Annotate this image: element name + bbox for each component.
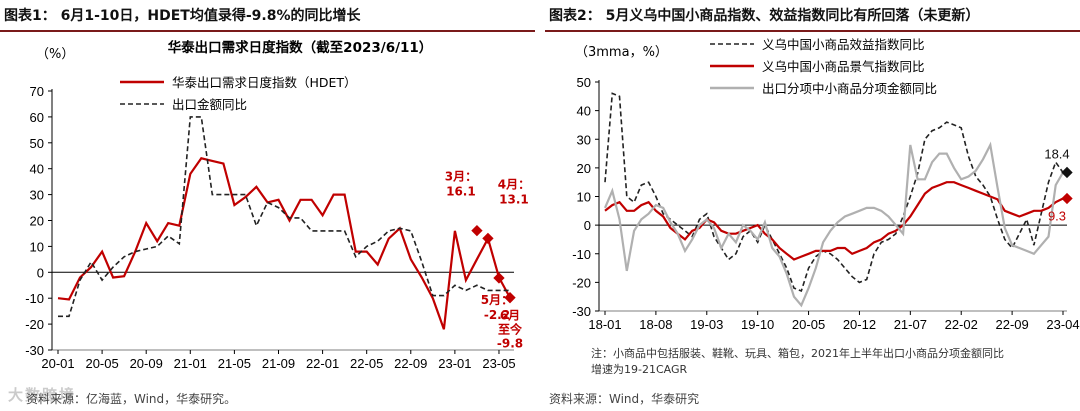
annotation-marker (482, 232, 494, 245)
legend-label-1: 出口金额同比 (172, 97, 247, 112)
y-tick-label: 30 (577, 132, 591, 147)
y-tick-label: 10 (30, 239, 44, 254)
series-line-0 (57, 157, 511, 330)
x-tick-label: 20-05 (792, 317, 825, 332)
y-tick-label: 0 (584, 218, 591, 233)
x-tick-label: 20-01 (41, 356, 74, 371)
right-source: 资料来源：Wind，华泰研究 (549, 392, 700, 406)
left-panel: 图表1： 6月1-10日，HDET均值录得-9.8%的同比增长 -30 -20 -1… (0, 0, 535, 411)
annotation-label: 5月： (481, 293, 513, 307)
x-tick-label: 23-04 (1046, 317, 1079, 332)
x-tick-label: 19-10 (741, 317, 774, 332)
legend-label-1: 义乌中国小商品景气指数同比 (762, 59, 925, 74)
annotation-value: 16.1 (446, 185, 476, 199)
right-note-line2: 增速为19-21CAGR (591, 363, 688, 376)
left-header-title: 图表1： 6月1-10日，HDET均值录得-9.8%的同比增长 (4, 8, 361, 24)
y-tick-label: -20 (572, 275, 591, 290)
end-marker (1061, 192, 1073, 205)
right-panel: 图表2： 5月义乌中国小商品指数、效益指数同比有所回落（未更新） -30 -20-… (545, 0, 1080, 411)
annotation-label: 4月： (498, 177, 530, 191)
series-line-2 (603, 141, 1064, 308)
watermark-logo: 大数跨境 (8, 386, 77, 404)
x-tick-label: 20-05 (85, 356, 118, 371)
y-tick-label: 50 (30, 136, 44, 151)
annotation-label: 至今 (498, 322, 523, 337)
x-tick-label: 18-08 (639, 317, 672, 332)
legend-label-0: 华泰出口需求日度指数（HDET） (172, 75, 357, 90)
x-tick-label: 21-07 (894, 317, 927, 332)
right-chart: -30 -20 -10 0 10 20 30 40 50 18-01 18-08 19-03 19-10… (572, 37, 1079, 332)
x-tick-label: 20-12 (843, 317, 876, 332)
left-source: 资料来源：亿海蓝，Wind，华泰研究。 (26, 392, 237, 406)
x-tick-label: 20-09 (130, 356, 163, 371)
right-header-title: 图表2： 5月义乌中国小商品指数、效益指数同比有所回落（未更新） (549, 8, 980, 24)
legend-label-2: 出口分项中小商品分项金额同比 (762, 81, 937, 96)
x-tick-label: 22-02 (945, 317, 978, 332)
unit-label: （%） (36, 47, 74, 62)
unit-label: （3mma，%） (575, 45, 668, 60)
x-tick-label: 22-09 (394, 356, 427, 371)
annotation-value: 13.1 (499, 192, 529, 206)
end-label: 18.4 (1044, 146, 1069, 161)
annotation-value: -9.8 (497, 337, 523, 351)
annotation-marker (504, 292, 516, 304)
x-tick-label: 22-09 (995, 317, 1028, 332)
y-tick-label: 0 (37, 265, 44, 280)
end-label: 9.3 (1048, 209, 1066, 224)
annotation-marker (471, 224, 483, 237)
x-tick-label: 22-01 (306, 356, 339, 371)
end-marker (1061, 166, 1073, 179)
legend-label-0: 义乌中国小商品效益指数同比 (762, 37, 925, 52)
annotation-marker (493, 272, 505, 284)
left-header: 图表1： 6月1-10日，HDET均值录得-9.8%的同比增长 (0, 0, 535, 32)
right-header: 图表2： 5月义乌中国小商品指数、效益指数同比有所回落（未更新） (545, 0, 1080, 32)
y-tick-label: 10 (577, 190, 591, 205)
left-chart: -30 -20 -10 0 10 20 30 40 50 60 70 20-01 20-05 20-09 2… (25, 39, 530, 371)
x-tick-label: 21-09 (262, 356, 295, 371)
y-tick-label: 20 (30, 214, 44, 229)
y-tick-label: -10 (25, 291, 44, 306)
y-tick-label: -30 (572, 304, 591, 319)
x-tick-label: 18-01 (588, 317, 621, 332)
y-tick-label: 20 (577, 161, 591, 176)
y-tick-label: 50 (577, 75, 591, 90)
x-tick-label: 21-01 (174, 356, 207, 371)
right-note: 注：小商品中包括服装、鞋靴、玩具、箱包，2021年上半年出口小商品分项金额同比 … (591, 346, 1004, 378)
series-line-1 (604, 181, 1064, 261)
annotation-value: -2.2 (484, 308, 510, 322)
y-tick-label: 60 (30, 110, 44, 125)
y-tick-label: 40 (30, 162, 44, 177)
chart-title: 华泰出口需求日度指数（截至2023/6/11） (168, 39, 433, 56)
annotation-label: 6月 (500, 309, 520, 323)
x-tick-label: 23-05 (482, 356, 515, 371)
annotation-label: 3月： (445, 170, 477, 184)
right-note-line1: 注：小商品中包括服装、鞋靴、玩具、箱包，2021年上半年出口小商品分项金额同比 (591, 347, 1004, 360)
y-tick-label: 40 (577, 104, 591, 119)
x-tick-label: 19-03 (690, 317, 723, 332)
x-tick-label: 23-01 (438, 356, 471, 371)
y-tick-label: 70 (30, 84, 44, 99)
series-line-0 (604, 92, 1064, 293)
x-tick-label: 22-05 (350, 356, 383, 371)
y-tick-label: -30 (25, 343, 44, 358)
y-tick-label: -10 (572, 247, 591, 262)
x-tick-label: 21-05 (218, 356, 251, 371)
series-line-1 (58, 116, 510, 318)
y-tick-label: -20 (25, 317, 44, 332)
y-tick-label: 30 (30, 188, 44, 203)
